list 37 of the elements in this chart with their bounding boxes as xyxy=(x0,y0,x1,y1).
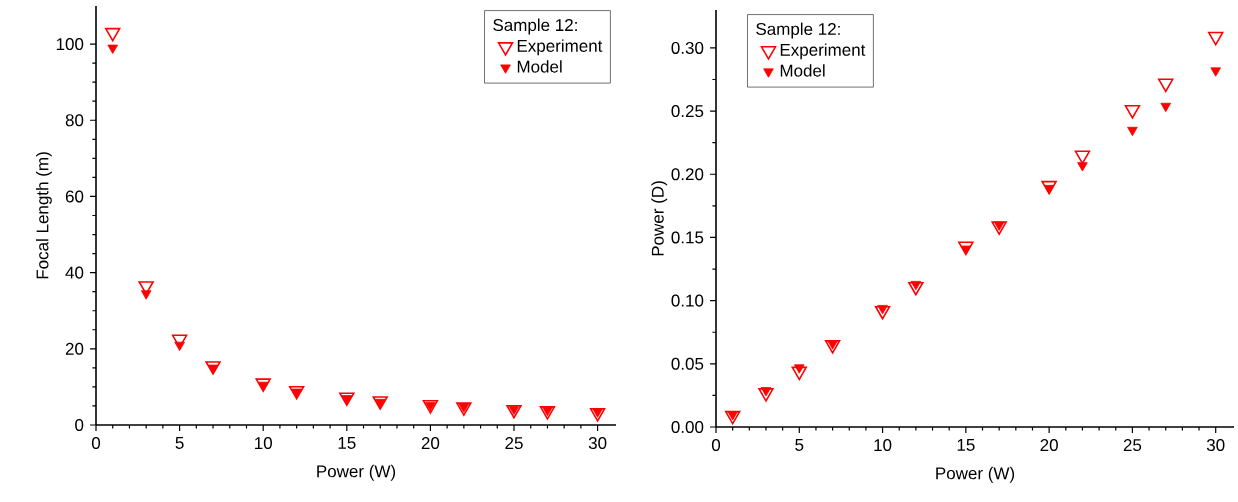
legend-title: Sample 12: xyxy=(756,22,840,39)
y-tick-label: 0 xyxy=(75,418,84,432)
x-tick-label: 10 xyxy=(255,437,272,450)
x-tick-label: 20 xyxy=(1040,439,1058,452)
x-axis-title: Power (W) xyxy=(317,464,396,481)
x-tick-label: 30 xyxy=(588,437,607,450)
y-tick-label: 100 xyxy=(56,38,84,51)
y-tick-label: 0.10 xyxy=(671,294,704,307)
x-tick-label: 15 xyxy=(957,439,975,451)
y-axis-title: Focal Length (m) xyxy=(36,152,52,279)
x-tick-label: 0 xyxy=(711,439,721,452)
y-tick-label: 80 xyxy=(65,114,84,127)
x-tick-label: 20 xyxy=(421,437,440,450)
x-tick-label: 0 xyxy=(91,437,101,450)
y-tick-label: 0.30 xyxy=(671,41,704,54)
y-tick-label: 60 xyxy=(65,190,84,203)
y-tick-label: 0.15 xyxy=(671,231,704,244)
legend-label: Experiment xyxy=(517,39,603,56)
y-tick-label: 0.25 xyxy=(671,105,704,118)
x-tick-label: 25 xyxy=(1123,439,1142,452)
x-tick-label: 30 xyxy=(1206,439,1225,452)
x-tick-label: 5 xyxy=(795,439,804,451)
y-axis-title: Power (D) xyxy=(651,181,668,256)
legend-label: Experiment xyxy=(780,43,866,60)
x-tick-label: 15 xyxy=(338,437,356,449)
y-tick-label: 0.20 xyxy=(671,168,704,181)
x-tick-label: 25 xyxy=(505,437,523,450)
y-tick-label: 20 xyxy=(65,342,84,355)
legend-title: Sample 12: xyxy=(493,18,577,35)
y-tick-label: 0.00 xyxy=(671,420,704,434)
y-tick-label: 40 xyxy=(65,266,84,279)
y-tick-label: 0.05 xyxy=(671,357,704,370)
x-tick-label: 5 xyxy=(175,437,184,449)
legend-label: Model xyxy=(780,64,825,77)
x-tick-label: 10 xyxy=(874,439,892,452)
x-axis-title: Power (W) xyxy=(936,466,1015,483)
legend-label: Model xyxy=(517,60,562,73)
